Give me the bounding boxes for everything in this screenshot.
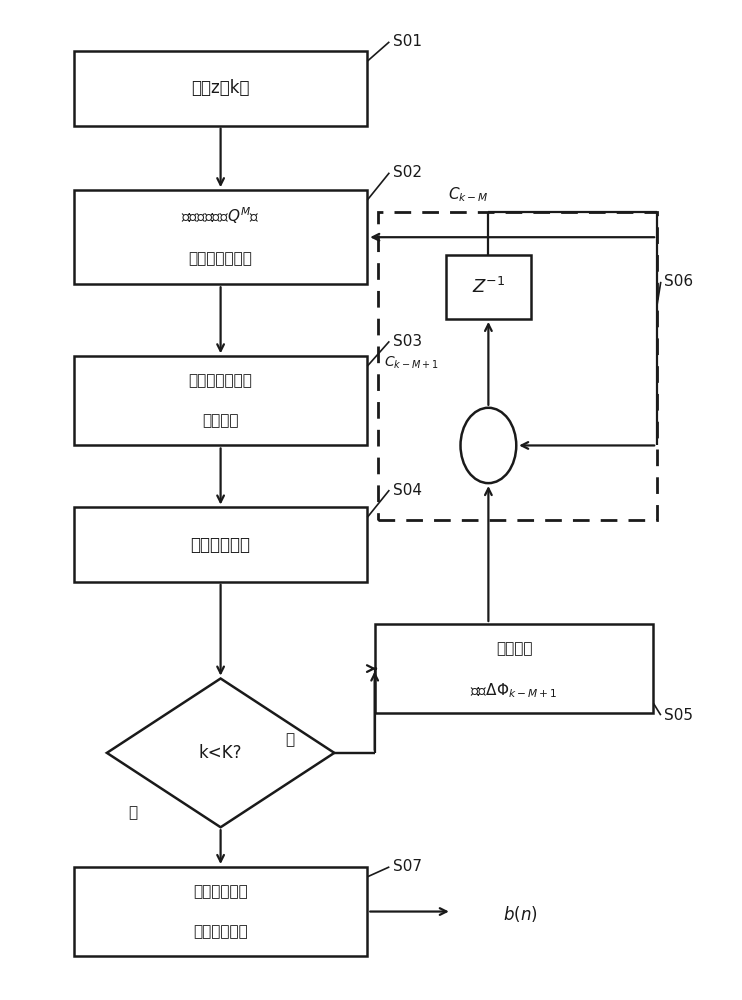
Text: 回溯存留节点: 回溯存留节点: [193, 884, 248, 899]
Text: 选择相位: 选择相位: [496, 641, 532, 656]
Text: 选择存留支路: 选择存留支路: [191, 536, 251, 554]
Text: $Z^{-1}$: $Z^{-1}$: [472, 277, 505, 297]
Text: 否: 否: [128, 805, 137, 820]
FancyBboxPatch shape: [74, 190, 367, 284]
Text: 态计算支路度量: 态计算支路度量: [188, 252, 252, 267]
Text: S01: S01: [393, 34, 422, 49]
Text: S05: S05: [665, 708, 694, 723]
Text: k<K?: k<K?: [199, 744, 243, 762]
Text: S06: S06: [665, 274, 694, 289]
Text: S07: S07: [393, 859, 422, 874]
Text: （回溯方法）: （回溯方法）: [193, 924, 248, 939]
FancyBboxPatch shape: [74, 507, 367, 582]
Text: S03: S03: [393, 334, 422, 349]
Text: $C_{k-M+1}$: $C_{k-M+1}$: [384, 355, 439, 371]
FancyBboxPatch shape: [74, 867, 367, 956]
FancyBboxPatch shape: [375, 624, 654, 713]
Text: S02: S02: [393, 165, 422, 180]
Text: 是: 是: [286, 732, 295, 747]
Circle shape: [461, 408, 516, 483]
Text: 更新和比较累积: 更新和比较累积: [188, 373, 252, 388]
Text: $C_{k-M}$: $C_{k-M}$: [448, 185, 489, 204]
Polygon shape: [107, 678, 335, 827]
Text: $b(n)$: $b(n)$: [503, 904, 538, 924]
Text: 增量$\Delta\Phi_{k-M+1}$: 增量$\Delta\Phi_{k-M+1}$: [470, 681, 558, 700]
Text: 针对树状图的$Q^M$个: 针对树状图的$Q^M$个: [181, 205, 260, 226]
FancyBboxPatch shape: [446, 255, 531, 319]
Text: S04: S04: [393, 483, 422, 498]
Text: 路径度量: 路径度量: [203, 413, 239, 428]
Text: 读出z（k）: 读出z（k）: [191, 79, 250, 97]
FancyBboxPatch shape: [74, 51, 367, 126]
FancyBboxPatch shape: [74, 356, 367, 445]
